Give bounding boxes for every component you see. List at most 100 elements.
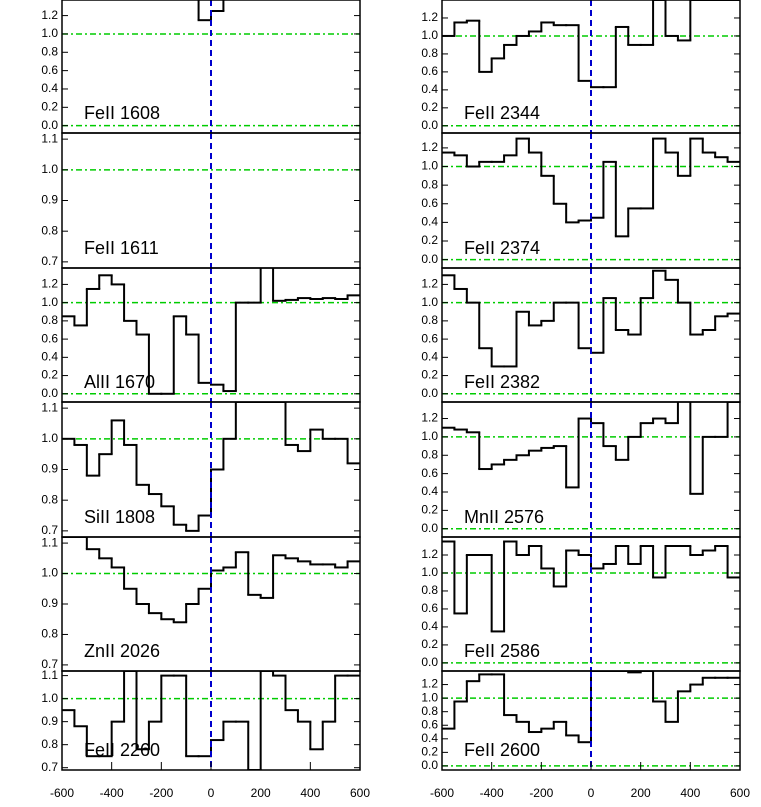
y-tick-label: 0.8 xyxy=(421,447,438,461)
y-tick-label: 1.1 xyxy=(41,400,58,414)
y-tick-label: 1.2 xyxy=(41,8,58,22)
y-tick-label: 0.2 xyxy=(421,233,438,247)
y-tick-label: 0.8 xyxy=(421,583,438,597)
y-tick-label: 0.6 xyxy=(421,717,438,731)
y-tick-label: 0.6 xyxy=(41,331,58,345)
y-tick-label: 1.2 xyxy=(41,277,58,291)
y-tick-label: 0.0 xyxy=(41,118,58,132)
panel-label: FeII 2374 xyxy=(464,238,540,258)
plot-area xyxy=(62,671,360,770)
y-tick-label: 0.8 xyxy=(41,627,58,641)
x-tick-label: 200 xyxy=(251,786,271,800)
y-tick-label: 1.1 xyxy=(41,131,58,145)
y-tick-label: 1.2 xyxy=(421,10,438,24)
y-tick-label: 0.9 xyxy=(41,462,58,476)
panel-label: ZnII 2026 xyxy=(84,641,160,661)
y-tick-label: 0.2 xyxy=(421,745,438,759)
y-tick-label: 0.4 xyxy=(421,215,438,229)
panel: 0.0 0.2 0.4 0.6 0.8 1.0 1.2 FeII 1608 xyxy=(41,0,361,134)
panel: 0.0 0.2 0.4 0.6 0.8 1.0 1.2 FeII 2586 xyxy=(421,536,741,672)
y-tick-label: 1.0 xyxy=(41,26,58,40)
y-tick-label: 1.2 xyxy=(421,677,438,691)
panel: 0.0 0.2 0.4 0.6 0.8 1.0 1.2 FeII 2344 xyxy=(421,0,741,134)
x-tick-label: 200 xyxy=(631,786,651,800)
x-tick-label: 600 xyxy=(350,786,370,800)
panel-label: FeII 2382 xyxy=(464,372,540,392)
plot-area xyxy=(442,402,740,537)
y-tick-label: 0.4 xyxy=(421,350,438,364)
y-tick-label: 0.4 xyxy=(421,731,438,745)
y-tick-label: 0.8 xyxy=(41,44,58,58)
x-tick-label: -600 xyxy=(50,786,74,800)
y-tick-label: 0.0 xyxy=(421,521,438,535)
x-tick-label: -200 xyxy=(149,786,173,800)
x-tick-label: 0 xyxy=(588,786,595,800)
x-tick-label: -400 xyxy=(480,786,504,800)
panel: 0.0 0.2 0.4 0.6 0.8 1.0 1.2 MnII 2576 xyxy=(421,401,741,538)
y-tick-label: 0.2 xyxy=(421,100,438,114)
y-tick-label: 0.9 xyxy=(41,714,58,728)
y-tick-label: 1.0 xyxy=(41,295,58,309)
y-tick-label: 0.7 xyxy=(41,523,58,537)
y-tick-label: 0.8 xyxy=(421,177,438,191)
y-tick-label: 0.7 xyxy=(41,760,58,774)
y-tick-label: 0.4 xyxy=(421,82,438,96)
y-tick-label: 0.6 xyxy=(421,331,438,345)
y-tick-label: 1.2 xyxy=(421,547,438,561)
panel-label: AlII 1670 xyxy=(84,372,155,392)
panel: 0.0 0.2 0.4 0.6 0.8 1.0 1.2 FeII 2382 xyxy=(421,267,741,403)
y-tick-label: 1.1 xyxy=(41,535,58,549)
y-tick-label: 0.6 xyxy=(421,196,438,210)
y-tick-label: 0.0 xyxy=(421,758,438,772)
x-tick-label: 400 xyxy=(680,786,700,800)
y-tick-label: 0.4 xyxy=(41,350,58,364)
y-tick-label: 0.7 xyxy=(41,254,58,268)
plot-area xyxy=(442,268,740,402)
y-tick-label: 1.2 xyxy=(421,411,438,425)
panel: 0.0 0.2 0.4 0.6 0.8 1.0 1.2 FeII 2374 xyxy=(421,132,741,269)
y-tick-label: 0.6 xyxy=(41,63,58,77)
y-tick-label: 0.8 xyxy=(41,492,58,506)
y-tick-label: 1.2 xyxy=(421,277,438,291)
y-tick-label: 0.8 xyxy=(421,46,438,60)
plot-area xyxy=(442,0,740,133)
y-tick-label: 0.7 xyxy=(41,657,58,671)
y-tick-label: 1.0 xyxy=(41,431,58,445)
plot-area xyxy=(442,133,740,268)
y-tick-label: 1.0 xyxy=(421,565,438,579)
y-tick-label: 1.1 xyxy=(41,668,58,682)
y-tick-label: 1.2 xyxy=(421,140,438,154)
y-tick-label: 0.2 xyxy=(421,503,438,517)
y-tick-label: 1.0 xyxy=(421,295,438,309)
plot-area xyxy=(62,133,360,268)
y-tick-label: 0.2 xyxy=(41,368,58,382)
y-tick-label: 0.2 xyxy=(421,637,438,651)
panel: 0.7 0.8 0.9 1.0 1.1 -600 -400 -200 0 200 400 600 FeI… xyxy=(41,668,370,800)
panel-label: FeII 1611 xyxy=(84,238,159,258)
y-tick-label: 0.6 xyxy=(421,466,438,480)
y-tick-label: 1.0 xyxy=(41,566,58,580)
y-tick-label: 0.0 xyxy=(421,386,438,400)
plot-area xyxy=(62,268,360,402)
y-tick-label: 0.8 xyxy=(41,223,58,237)
y-tick-label: 1.0 xyxy=(421,690,438,704)
panel-label: MnII 2576 xyxy=(464,507,544,527)
panel: 0.00.20.40.60.81.01.2 -600 -400 -200 0 200 400… xyxy=(421,670,750,800)
y-tick-label: 0.4 xyxy=(421,619,438,633)
y-tick-label: 0.4 xyxy=(41,81,58,95)
panel: 0.7 0.8 0.9 1.0 1.1 FeII 1611 xyxy=(41,131,361,269)
y-tick-label: 0.0 xyxy=(421,118,438,132)
plot-area xyxy=(62,0,360,133)
y-tick-label: 0.8 xyxy=(41,313,58,327)
panel: 0.7 0.8 0.9 1.0 1.1 ZnII 2026 xyxy=(41,535,361,672)
panel-label: FeII 2260 xyxy=(84,740,160,760)
y-tick-label: 0.2 xyxy=(421,368,438,382)
y-tick-label: 0.0 xyxy=(421,655,438,669)
y-tick-label: 0.2 xyxy=(41,99,58,113)
x-tick-label: 400 xyxy=(300,786,320,800)
y-tick-label: 0.8 xyxy=(41,737,58,751)
y-tick-label: 0.9 xyxy=(41,193,58,207)
y-tick-label: 0.0 xyxy=(421,252,438,266)
